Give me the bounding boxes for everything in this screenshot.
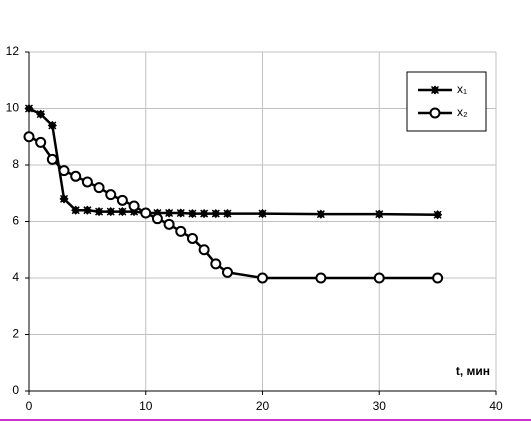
marker bbox=[94, 207, 104, 217]
y-tick-label: 0 bbox=[12, 383, 19, 397]
marker bbox=[429, 107, 441, 119]
marker bbox=[176, 208, 186, 218]
marker bbox=[211, 209, 221, 219]
y-tick-label: 2 bbox=[12, 327, 19, 341]
marker bbox=[140, 207, 152, 219]
marker bbox=[70, 170, 82, 182]
y-tick-label: 4 bbox=[12, 270, 19, 284]
marker bbox=[373, 272, 385, 284]
marker bbox=[316, 209, 326, 219]
legend-label: x₂ bbox=[457, 105, 468, 119]
x-tick-label: 0 bbox=[26, 399, 33, 413]
marker bbox=[105, 189, 117, 201]
legend-box bbox=[406, 71, 487, 132]
marker bbox=[23, 131, 35, 143]
marker bbox=[222, 209, 233, 219]
marker bbox=[315, 272, 327, 284]
marker bbox=[187, 209, 198, 219]
marker bbox=[58, 165, 70, 177]
x-tick-label: 10 bbox=[139, 399, 153, 413]
marker bbox=[257, 209, 268, 219]
marker bbox=[199, 209, 209, 219]
marker bbox=[163, 218, 175, 230]
x-axis-label: t, мин bbox=[456, 364, 490, 378]
x-tick-label: 40 bbox=[489, 399, 503, 413]
marker bbox=[128, 200, 140, 212]
marker bbox=[186, 232, 198, 244]
marker bbox=[151, 213, 163, 225]
marker bbox=[257, 272, 268, 284]
series-line bbox=[28, 107, 438, 216]
marker bbox=[221, 266, 233, 278]
marker bbox=[433, 210, 443, 220]
marker bbox=[117, 207, 127, 217]
marker bbox=[106, 207, 116, 217]
x-tick-label: 30 bbox=[373, 399, 387, 413]
marker bbox=[81, 176, 93, 188]
marker bbox=[93, 182, 105, 194]
legend: x₁ x₂ bbox=[406, 71, 487, 132]
y-tick-label: 12 bbox=[6, 44, 20, 58]
marker bbox=[374, 209, 384, 219]
marker bbox=[116, 194, 128, 206]
marker bbox=[82, 205, 92, 215]
marker bbox=[46, 153, 58, 165]
marker bbox=[59, 194, 69, 204]
marker bbox=[432, 272, 444, 284]
series-line bbox=[28, 135, 438, 280]
marker bbox=[210, 258, 222, 270]
y-tick-label: 6 bbox=[12, 214, 19, 228]
marker bbox=[175, 225, 187, 237]
y-tick-label: 10 bbox=[6, 101, 20, 115]
marker bbox=[71, 205, 81, 215]
marker bbox=[47, 120, 57, 131]
marker bbox=[430, 85, 440, 95]
marker bbox=[35, 136, 47, 148]
marker bbox=[164, 208, 174, 218]
marker bbox=[198, 244, 210, 256]
x-tick-label: 20 bbox=[256, 399, 270, 413]
marker bbox=[36, 109, 46, 119]
marker bbox=[24, 103, 34, 114]
legend-label: x₁ bbox=[457, 82, 467, 96]
y-tick-label: 8 bbox=[12, 157, 19, 171]
